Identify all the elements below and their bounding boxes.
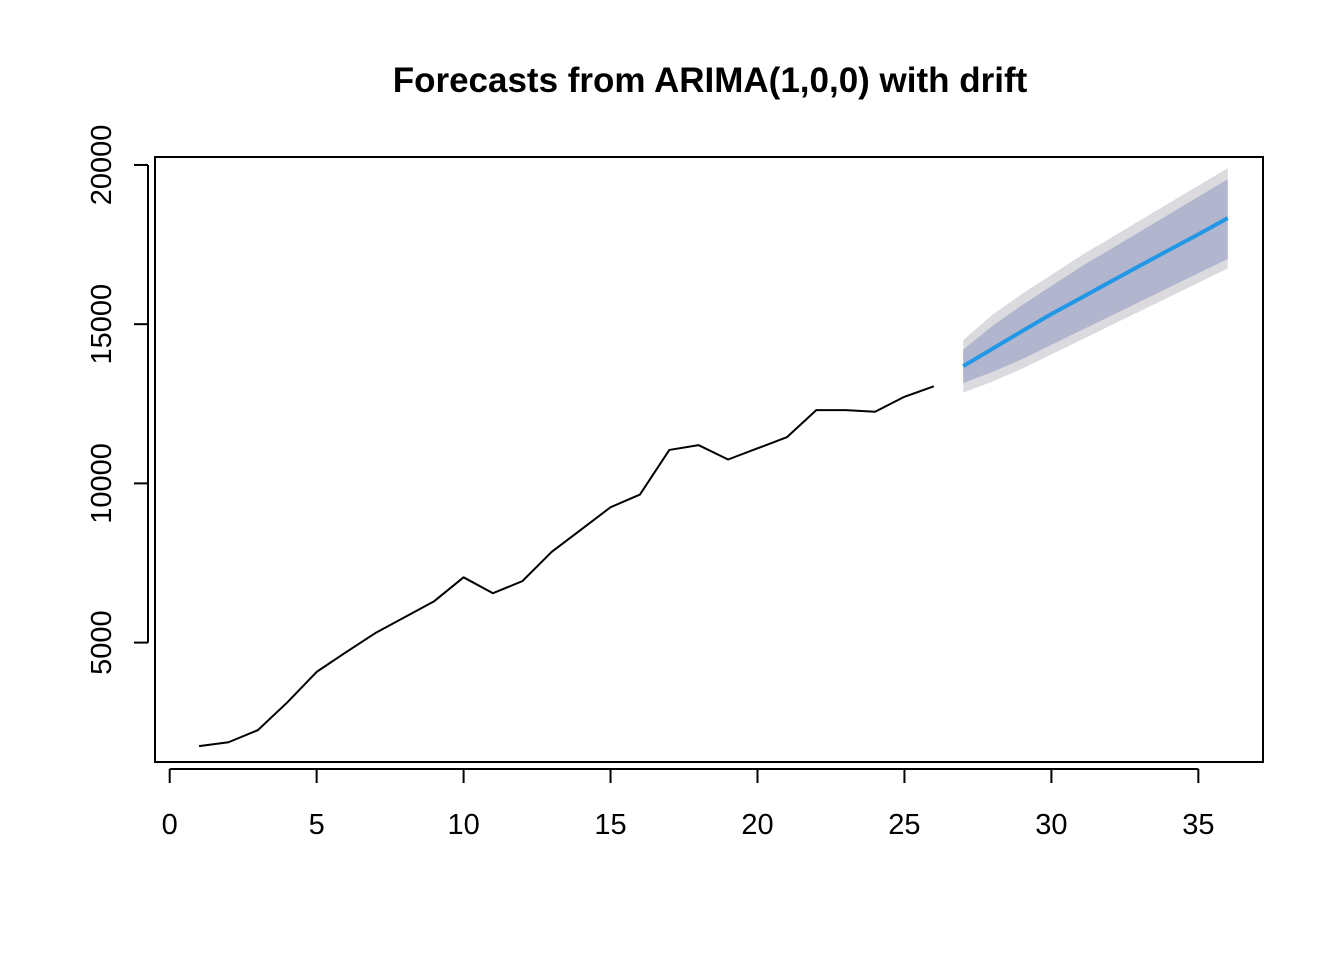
chart-title: Forecasts from ARIMA(1,0,0) with drift <box>393 61 1028 100</box>
y-tick-label: 15000 <box>86 284 118 365</box>
x-tick-label: 30 <box>1035 809 1067 841</box>
x-tick-label: 5 <box>309 809 325 841</box>
y-tick-label: 10000 <box>86 443 118 524</box>
plot-border <box>154 156 1264 763</box>
observed-series-line <box>198 385 935 748</box>
y-tick-label: 20000 <box>86 125 118 206</box>
band-80 <box>963 179 1228 384</box>
x-tick-label: 35 <box>1182 809 1214 841</box>
x-tick-label: 10 <box>447 809 479 841</box>
forecast-series-line <box>962 216 1229 368</box>
x-axis: 0 5 10 15 20 25 30 35 <box>162 768 1214 841</box>
x-tick-label: 0 <box>162 809 178 841</box>
x-tick-label: 20 <box>741 809 773 841</box>
prediction-intervals <box>963 168 1228 393</box>
series-lines <box>198 216 1229 748</box>
y-tick-label: 5000 <box>86 610 118 675</box>
x-tick-label: 15 <box>594 809 626 841</box>
x-tick-label: 25 <box>888 809 920 841</box>
y-axis: 5000 10000 15000 20000 <box>86 125 149 675</box>
